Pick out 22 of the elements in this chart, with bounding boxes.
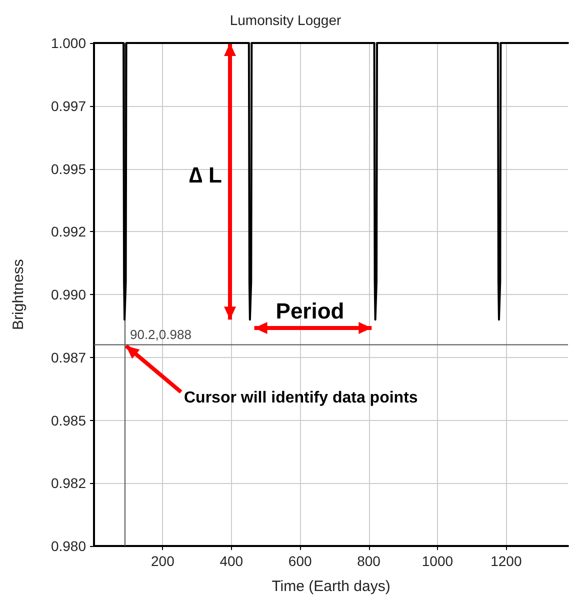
y-tick-label: 0.980 [50, 538, 86, 554]
annotation: Cursor will identify data points [184, 390, 418, 406]
y-axis-title: Brightness [10, 259, 27, 330]
annotation: Period [276, 298, 344, 324]
x-tick-label: 800 [357, 553, 381, 569]
ref-line-label: 90.2,0.988 [130, 326, 192, 342]
y-tick-label: 0.992 [50, 224, 86, 240]
x-tick-label: 200 [151, 553, 175, 569]
y-tick-label: 0.997 [50, 98, 86, 114]
y-tick-label: 0.982 [50, 475, 86, 492]
y-tick-label: 0.985 [50, 412, 86, 428]
y-tick-label: 0.995 [50, 160, 86, 177]
y-tick-label: 1.000 [50, 35, 86, 51]
x-tick-label: 1200 [490, 553, 522, 569]
annotation: ∆ L [188, 162, 222, 188]
y-tick-label: 0.987 [50, 349, 86, 366]
y-tick-label: 0.990 [50, 286, 86, 302]
chart-title: Lumonsity Logger [230, 12, 342, 28]
x-axis-title: Time (Earth days) [272, 578, 390, 595]
x-tick-label: 400 [220, 553, 244, 569]
x-tick-label: 600 [288, 553, 312, 569]
x-tick-label: 1000 [422, 553, 454, 569]
